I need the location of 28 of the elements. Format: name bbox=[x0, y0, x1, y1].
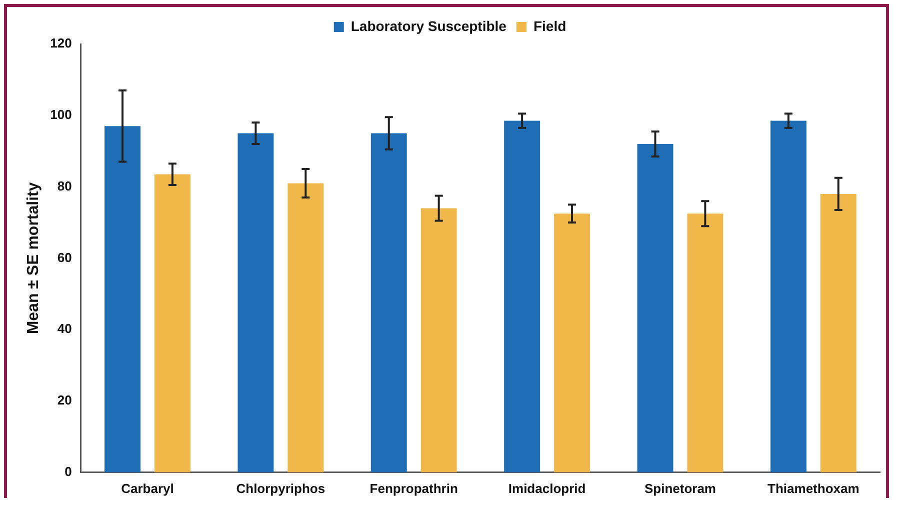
y-axis-title: Mean ± SE mortality bbox=[25, 182, 42, 334]
x-tick-label: Fenpropathrin bbox=[370, 480, 458, 496]
bar bbox=[504, 120, 540, 472]
bar bbox=[820, 194, 856, 472]
x-tick-label: Imidacloprid bbox=[508, 480, 586, 496]
x-tick-label: Spinetoram bbox=[644, 480, 716, 496]
y-tick-label: 100 bbox=[50, 106, 72, 122]
legend-label: Laboratory Susceptible bbox=[350, 18, 507, 34]
y-tick-label: 80 bbox=[57, 178, 72, 194]
bar bbox=[420, 208, 457, 472]
x-tick-label: Carbaryl bbox=[121, 480, 174, 496]
bar bbox=[687, 214, 724, 472]
x-tick-label: Chlorpyriphos bbox=[236, 480, 326, 496]
legend-label: Field bbox=[533, 18, 566, 34]
bar bbox=[288, 183, 324, 472]
y-tick-label: 60 bbox=[57, 250, 72, 265]
bar bbox=[238, 133, 274, 472]
bar bbox=[770, 120, 806, 472]
y-tick-label: 0 bbox=[64, 464, 72, 479]
bar bbox=[104, 126, 140, 472]
bar bbox=[154, 174, 190, 472]
x-tick-label: Thiamethoxam bbox=[768, 480, 860, 496]
y-tick-label: 20 bbox=[57, 392, 72, 408]
y-tick-label: 40 bbox=[57, 321, 72, 336]
y-tick-label: 120 bbox=[50, 36, 72, 51]
bar bbox=[370, 133, 407, 472]
bar bbox=[637, 144, 674, 472]
bar bbox=[554, 214, 590, 472]
